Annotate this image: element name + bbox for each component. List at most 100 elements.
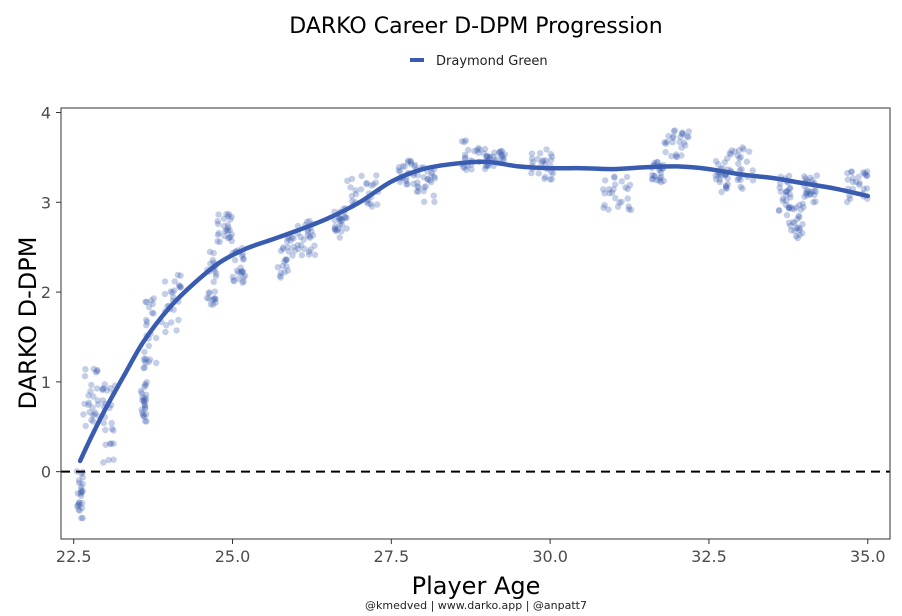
data-point	[848, 168, 855, 175]
data-point	[215, 211, 222, 218]
data-point	[796, 231, 803, 238]
data-point	[779, 195, 787, 202]
data-point	[230, 278, 238, 285]
data-point	[146, 356, 154, 363]
x-tick-label: 22.5	[56, 547, 92, 566]
data-point	[142, 298, 149, 306]
data-point	[142, 359, 149, 366]
data-point	[428, 172, 435, 179]
data-point	[240, 278, 247, 285]
data-point	[99, 386, 106, 394]
data-point	[284, 235, 292, 242]
data-point	[231, 256, 239, 264]
data-point	[426, 177, 434, 184]
data-point	[846, 195, 854, 202]
data-point	[150, 310, 157, 317]
data-point	[177, 272, 184, 279]
data-point	[110, 440, 117, 447]
data-point	[546, 176, 554, 183]
data-point	[142, 396, 150, 403]
y-tick-label: 1	[41, 373, 51, 392]
data-point	[108, 425, 116, 432]
data-point	[677, 133, 684, 141]
x-tick-label: 35.0	[850, 547, 886, 566]
data-point	[143, 418, 150, 425]
data-point	[618, 198, 625, 205]
data-point	[74, 501, 82, 509]
data-point	[430, 192, 437, 199]
data-point	[167, 288, 174, 295]
data-point	[140, 412, 147, 419]
data-point	[549, 170, 557, 177]
data-point	[528, 169, 535, 177]
data-point	[678, 130, 686, 137]
x-axis-title: Player Age	[412, 572, 541, 600]
data-point	[284, 244, 292, 251]
data-point	[331, 217, 338, 224]
data-point	[786, 191, 794, 198]
data-point	[138, 389, 145, 397]
data-point	[311, 251, 319, 258]
data-point	[796, 225, 803, 232]
data-point	[240, 255, 247, 262]
data-point	[673, 153, 681, 161]
data-point	[600, 204, 607, 211]
data-point	[283, 256, 290, 263]
data-point	[486, 153, 494, 160]
data-point	[78, 483, 85, 490]
data-point	[143, 378, 150, 386]
x-tick-label: 32.5	[691, 547, 727, 566]
data-point	[212, 295, 219, 302]
data-point	[498, 153, 505, 160]
data-point	[649, 175, 657, 183]
data-point	[74, 503, 81, 510]
smooth-trend-line	[77, 159, 871, 464]
data-point	[396, 168, 404, 175]
data-point	[548, 176, 555, 183]
data-point	[649, 171, 656, 179]
data-point	[76, 479, 83, 487]
data-point	[216, 238, 223, 245]
data-point	[142, 404, 149, 411]
data-point	[724, 175, 731, 182]
data-point	[431, 175, 439, 182]
data-point	[277, 247, 285, 254]
data-point	[220, 222, 228, 230]
data-point	[788, 205, 795, 212]
data-point	[856, 180, 863, 187]
data-point	[352, 190, 360, 198]
data-point	[79, 480, 86, 488]
data-point	[209, 257, 216, 264]
data-point	[414, 172, 421, 179]
data-point	[215, 229, 223, 237]
data-point	[618, 178, 625, 185]
data-point	[787, 194, 794, 201]
data-point	[274, 264, 281, 271]
data-point	[287, 237, 294, 244]
data-point	[803, 187, 810, 194]
data-point	[542, 157, 550, 164]
data-point	[796, 201, 803, 209]
data-point	[542, 173, 549, 181]
data-point	[783, 211, 791, 219]
data-point	[149, 300, 156, 308]
data-point	[344, 177, 351, 184]
data-point	[141, 348, 148, 356]
data-point	[735, 147, 743, 154]
data-point	[483, 153, 490, 161]
data-point	[528, 155, 536, 162]
data-point	[205, 290, 212, 297]
data-point	[540, 157, 547, 164]
data-point	[79, 514, 86, 522]
data-point	[176, 283, 183, 290]
data-point	[228, 237, 235, 245]
data-point	[787, 184, 794, 192]
data-point	[341, 214, 349, 221]
data-point	[625, 203, 632, 210]
data-point	[657, 169, 665, 177]
data-point	[140, 411, 147, 418]
x-axis: 22.5 25.0 27.5 30.0 32.5 35.0	[56, 539, 886, 566]
data-point	[106, 440, 114, 448]
data-point	[500, 156, 508, 163]
data-point	[648, 176, 656, 183]
